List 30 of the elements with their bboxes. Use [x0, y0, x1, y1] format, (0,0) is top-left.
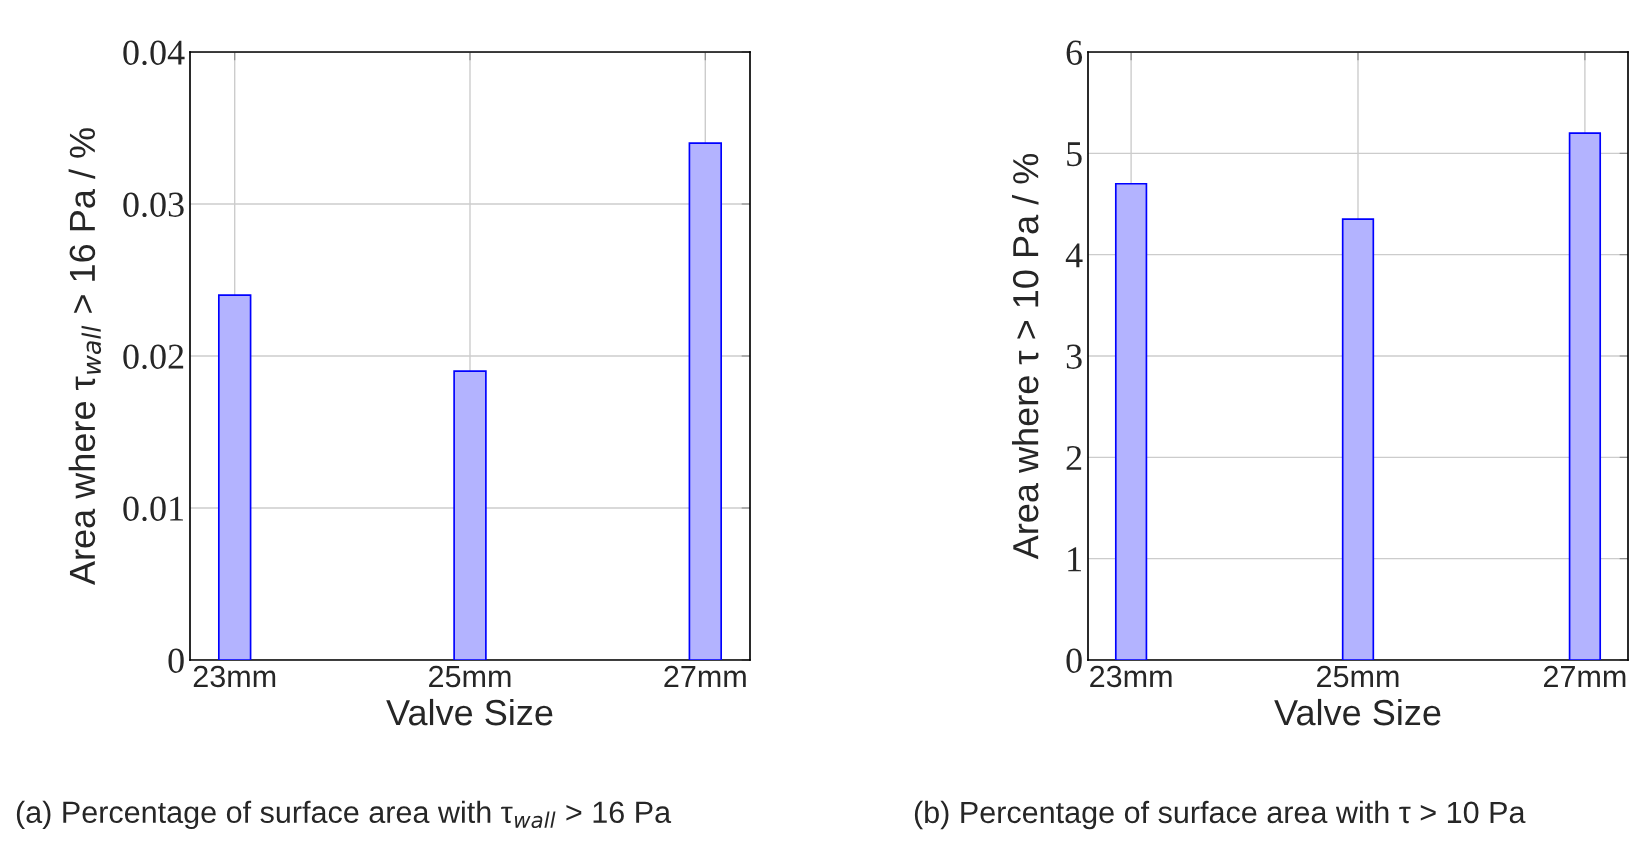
y-tick-label: 1 — [1068, 547, 1081, 572]
bar — [1341, 218, 1375, 660]
x-tick-label: 27mm — [664, 665, 746, 687]
y-tick-label: 0.04 — [123, 40, 185, 66]
x-tick-label: 23mm — [193, 665, 276, 688]
y-tick-label: 2 — [1066, 445, 1082, 470]
x-axis-title: Valve Size — [386, 698, 553, 726]
x-axis-title: Valve Size — [1274, 698, 1441, 726]
x-tick-label: 23mm — [1090, 665, 1172, 688]
y-tick-label: 3 — [1066, 344, 1082, 369]
y-tick-label: 0.02 — [123, 344, 184, 370]
bar — [1568, 132, 1602, 660]
x-tick-label: 27mm — [1543, 665, 1626, 687]
y-tick-label: 0 — [168, 648, 184, 673]
x-tick-label: 25mm — [1317, 665, 1399, 688]
text: (b) Percentage of surface area with τ > 10 Pa — [914, 800, 1526, 830]
bar — [217, 294, 252, 660]
y-axis-title: Area where τ > 10 Pa / % — [1011, 153, 1039, 560]
y-tick-label: 0.01 — [123, 496, 183, 522]
text: (a) Percentage of surface area with τ$_{wall}$ > 16 Pa — [16, 800, 672, 830]
bar — [1114, 182, 1148, 660]
bar — [453, 370, 487, 660]
y-tick-label: 5 — [1067, 142, 1082, 167]
y-tick-label: 6 — [1066, 40, 1083, 65]
x-tick-label: 25mm — [429, 665, 511, 688]
bar — [688, 142, 723, 660]
y-tick-label: 0.03 — [123, 192, 184, 218]
y-tick-label: 0 — [1066, 648, 1082, 673]
y-axis-title: Area where τ$_{wall}$ > 16 Pa / % — [68, 128, 102, 586]
y-tick-label: 4 — [1065, 243, 1083, 268]
